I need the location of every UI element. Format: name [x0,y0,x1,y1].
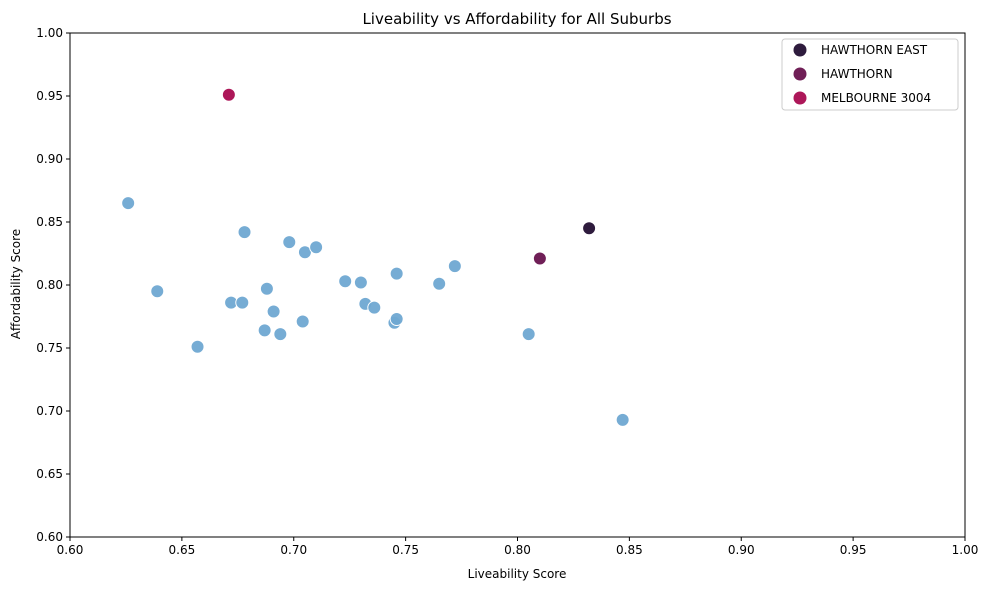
data-point [521,327,536,342]
legend-marker [793,67,807,81]
highlight-point [221,87,236,102]
data-point [190,339,205,354]
x-tick-label: 0.65 [169,543,196,557]
legend-box [781,38,959,111]
plot-area [69,32,966,538]
x-tick-label: 0.95 [840,543,867,557]
y-tick-label: 0.80 [36,278,63,292]
chart-title: Liveability vs Affordability for All Sub… [362,10,671,28]
x-tick-label: 0.85 [616,543,643,557]
x-tick-label: 1.00 [952,543,979,557]
x-tick-label: 0.75 [392,543,419,557]
y-axis: 0.60 0.65 0.70 0.75 0.80 0.85 0.90 0.95 1.00 [36,26,70,544]
data-point [389,312,404,327]
y-tick-label: 0.65 [36,467,63,481]
data-point [150,284,165,299]
y-axis-label: Affordability Score [9,229,23,339]
x-axis: 0.60 0.65 0.70 0.75 0.80 0.85 0.90 0.95 1.00 [57,537,979,557]
highlight-point [532,251,547,266]
y-tick-label: 0.75 [36,341,63,355]
data-point [273,327,288,342]
data-point [121,196,136,211]
data-point [447,259,462,274]
legend-marker [793,91,807,105]
y-tick-label: 0.85 [36,215,63,229]
y-tick-label: 0.90 [36,152,63,166]
data-point [266,304,281,319]
data-point [257,323,272,338]
data-point [259,281,274,296]
legend-marker [793,43,807,57]
data-point [353,275,368,290]
data-point [235,295,250,310]
y-tick-label: 0.95 [36,89,63,103]
x-tick-label: 0.60 [57,543,84,557]
y-tick-label: 0.60 [36,530,63,544]
data-point [295,314,310,329]
data-point [615,412,630,427]
x-tick-label: 0.90 [728,543,755,557]
data-point [389,266,404,281]
legend-label: HAWTHORN EAST [821,43,928,57]
y-tick-label: 1.00 [36,26,63,40]
x-tick-label: 0.80 [504,543,531,557]
data-point [338,274,353,289]
x-tick-label: 0.70 [280,543,307,557]
y-tick-label: 0.70 [36,404,63,418]
data-point [309,240,324,255]
data-point [367,300,382,315]
data-point [432,276,447,291]
data-point [282,235,297,250]
legend-label: MELBOURNE 3004 [821,91,931,105]
legend: HAWTHORN EAST HAWTHORN MELBOURNE 3004 [781,38,959,111]
legend-label: HAWTHORN [821,67,893,81]
highlight-point [582,221,597,236]
x-axis-label: Liveability Score [468,567,567,581]
data-point [237,225,252,240]
